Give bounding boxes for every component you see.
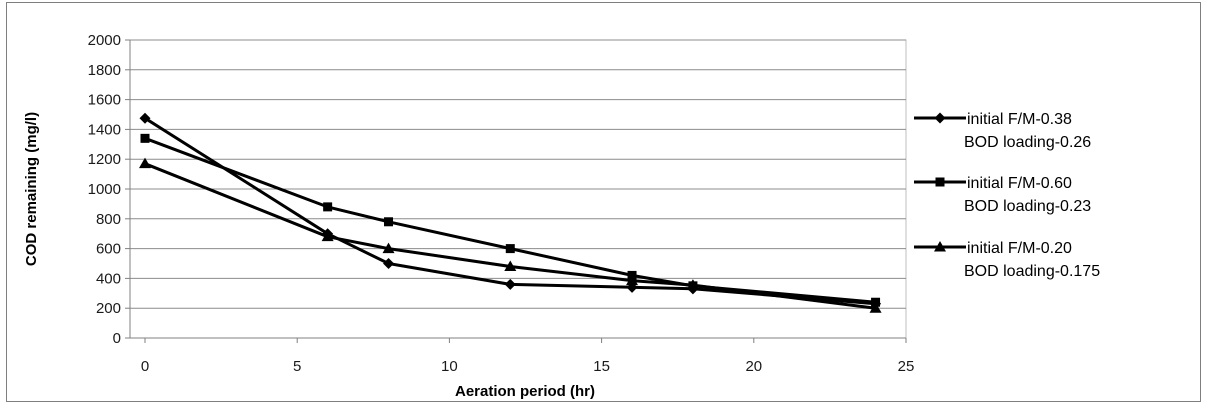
x-tick-label: 20: [745, 358, 762, 375]
x-tick-label: 25: [898, 358, 915, 375]
data-point-series-3: [686, 279, 699, 290]
legend-label-3: initial F/M-0.20: [967, 240, 1072, 257]
chart-frame: [6, 2, 1201, 402]
axes: 0 200 400 600 800 1000 1200 1400 1600 1800 2000 0 5 1…: [88, 32, 915, 375]
x-tick-label: 15: [593, 358, 610, 375]
data-point-series-1: [504, 278, 516, 290]
data-point-series-2: [384, 217, 394, 227]
legend-label-1: initial F/M-0.38: [967, 111, 1072, 128]
x-tick-label: 0: [141, 358, 149, 375]
data-point-series-3: [626, 274, 639, 286]
data-point-series-2: [323, 202, 333, 212]
legend: initial F/M-0.38 BOD loading-0.26 initial …: [914, 111, 1100, 280]
legend-marker-3: [934, 241, 946, 252]
legend-label-2: initial F/M-0.60: [967, 175, 1072, 192]
y-tick-label: 200: [96, 300, 121, 317]
x-axis-title: Aeration period (hr): [455, 383, 595, 400]
y-tick-label: 800: [96, 211, 121, 228]
y-tick-label: 1400: [88, 121, 121, 138]
data-point-series-3: [382, 242, 395, 254]
data-point-series-3: [321, 230, 334, 242]
data-point-series-2: [505, 244, 515, 254]
legend-sublabel-2: BOD loading-0.23: [964, 198, 1091, 215]
data-point-series-1: [383, 258, 395, 269]
y-axis-title: COD remaining (mg/l): [23, 112, 40, 266]
data-point-series-1: [139, 112, 151, 124]
y-tick-label: 2000: [88, 32, 121, 49]
y-tick-label: 1000: [88, 181, 121, 198]
y-tick-label: 600: [96, 241, 121, 258]
legend-sublabel-3: BOD loading-0.175: [964, 263, 1100, 280]
y-tick-label: 0: [113, 330, 121, 347]
series-line-2: [144, 136, 876, 304]
x-tick-label: 5: [293, 358, 301, 375]
series-line-1: [144, 116, 876, 306]
x-tick-label: 10: [441, 358, 458, 375]
legend-marker-2: [935, 177, 945, 187]
data-point-series-3: [504, 260, 517, 271]
data-point-series-3: [869, 302, 882, 313]
y-tick-label: 1800: [88, 62, 121, 79]
data-point-series-2: [140, 133, 150, 143]
legend-marker-1: [934, 112, 946, 124]
series-lines: [139, 112, 882, 313]
y-tick-label: 1600: [88, 92, 121, 109]
y-tick-label: 400: [96, 270, 121, 287]
legend-sublabel-1: BOD loading-0.26: [964, 134, 1091, 151]
data-point-series-3: [139, 157, 151, 169]
y-tick-label: 1200: [88, 151, 121, 168]
